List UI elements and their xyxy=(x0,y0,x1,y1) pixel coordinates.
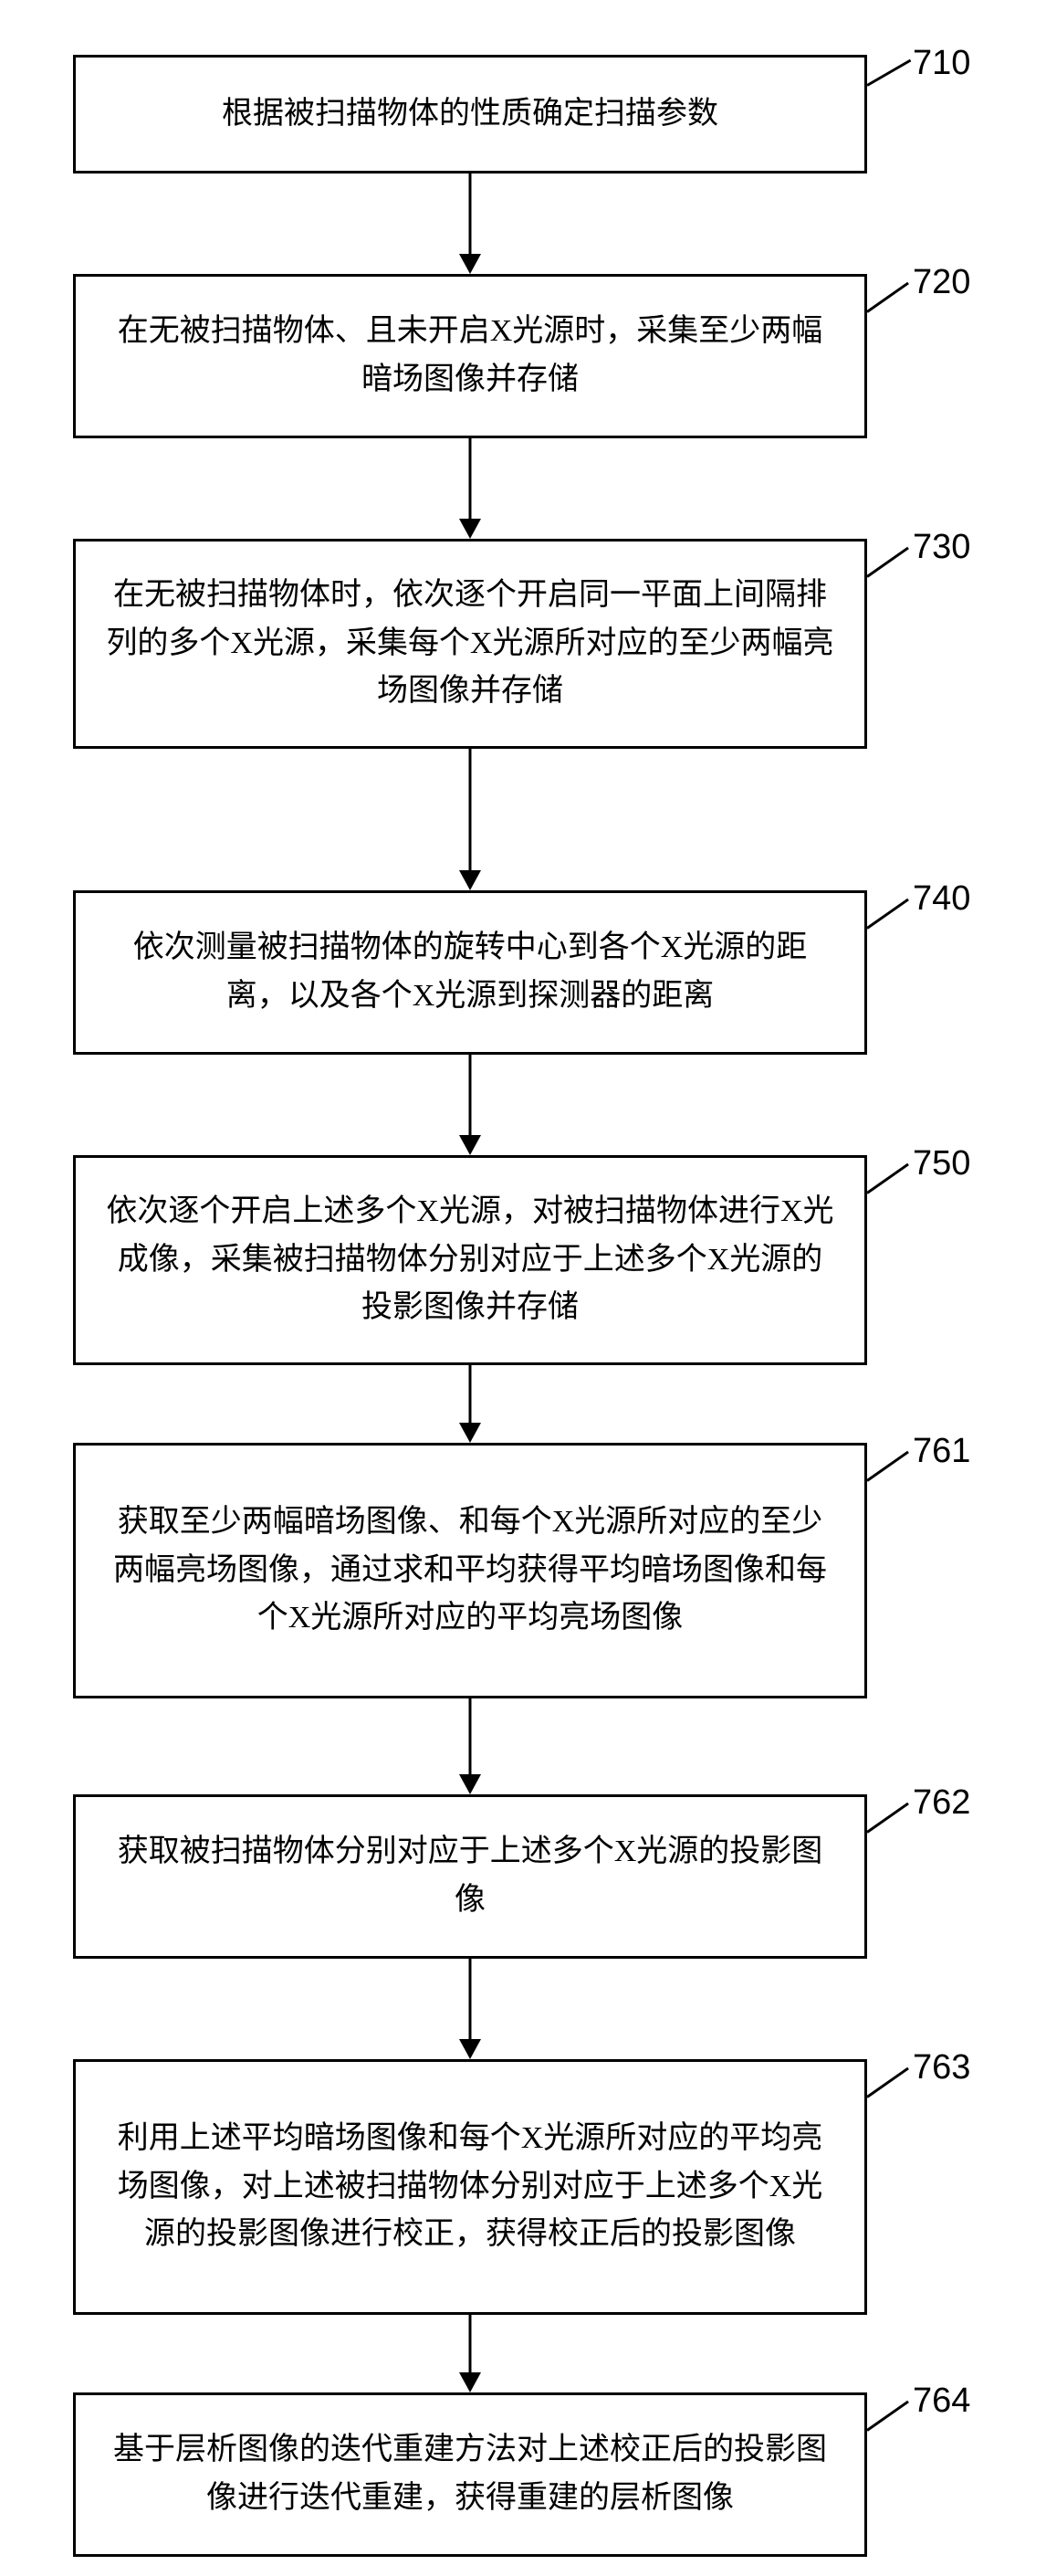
flow-node-762: 获取被扫描物体分别对应于上述多个X光源的投影图像 xyxy=(73,1794,867,1959)
flow-node-label-730: 730 xyxy=(913,528,970,567)
flow-node-label-763: 763 xyxy=(913,2048,970,2087)
arrow-head-icon xyxy=(459,2039,481,2059)
flow-node-710: 根据被扫描物体的性质确定扫描参数 xyxy=(73,55,867,173)
arrow-head-icon xyxy=(459,1135,481,1155)
flow-node-label-720: 720 xyxy=(913,263,970,302)
leader-line xyxy=(866,899,909,930)
arrow-line xyxy=(469,1365,472,1423)
flow-node-label-764: 764 xyxy=(913,2381,970,2421)
flow-node-text: 获取至少两幅暗场图像、和每个X光源所对应的至少两幅亮场图像，通过求和平均获得平均… xyxy=(103,1498,837,1643)
flow-node-761: 获取至少两幅暗场图像、和每个X光源所对应的至少两幅亮场图像，通过求和平均获得平均… xyxy=(73,1443,867,1698)
flow-node-box: 依次测量被扫描物体的旋转中心到各个X光源的距离，以及各个X光源到探测器的距离 xyxy=(73,890,867,1055)
flow-node-box: 依次逐个开启上述多个X光源，对被扫描物体进行X光成像，采集被扫描物体分别对应于上… xyxy=(73,1155,867,1365)
leader-line xyxy=(866,1803,909,1834)
arrow-head-icon xyxy=(459,254,481,274)
arrow-line xyxy=(469,2315,472,2372)
arrow-line xyxy=(469,749,472,870)
flow-node-text: 利用上述平均暗场图像和每个X光源所对应的平均亮场图像，对上述被扫描物体分别对应于… xyxy=(103,2115,837,2259)
flow-node-764: 基于层析图像的迭代重建方法对上述校正后的投影图像进行迭代重建，获得重建的层析图像 xyxy=(73,2392,867,2557)
arrow-head-icon xyxy=(459,519,481,539)
flow-node-text: 在无被扫描物体时，依次逐个开启同一平面上间隔排列的多个X光源，采集每个X光源所对… xyxy=(103,572,837,716)
flowchart-container: 根据被扫描物体的性质确定扫描参数 710 在无被扫描物体、且未开启X光源时，采集至少… xyxy=(0,0,1046,2576)
arrow-line xyxy=(469,173,472,254)
leader-line xyxy=(866,1163,909,1194)
arrow-head-icon xyxy=(459,1774,481,1794)
leader-line xyxy=(866,2401,909,2432)
flow-node-text: 依次逐个开启上述多个X光源，对被扫描物体进行X光成像，采集被扫描物体分别对应于上… xyxy=(103,1188,837,1332)
flow-node-box: 在无被扫描物体、且未开启X光源时，采集至少两幅暗场图像并存储 xyxy=(73,274,867,438)
flow-node-text: 基于层析图像的迭代重建方法对上述校正后的投影图像进行迭代重建，获得重建的层析图像 xyxy=(103,2426,837,2522)
flow-node-box: 利用上述平均暗场图像和每个X光源所对应的平均亮场图像，对上述被扫描物体分别对应于… xyxy=(73,2059,867,2315)
arrow-head-icon xyxy=(459,1423,481,1443)
flow-node-text: 根据被扫描物体的性质确定扫描参数 xyxy=(222,90,718,139)
flow-node-box: 获取至少两幅暗场图像、和每个X光源所对应的至少两幅亮场图像，通过求和平均获得平均… xyxy=(73,1443,867,1698)
flow-node-label-750: 750 xyxy=(913,1144,970,1183)
flow-node-label-710: 710 xyxy=(913,44,970,83)
flow-node-label-762: 762 xyxy=(913,1783,970,1823)
flow-node-740: 依次测量被扫描物体的旋转中心到各个X光源的距离，以及各个X光源到探测器的距离 xyxy=(73,890,867,1055)
leader-line xyxy=(866,282,909,313)
leader-line xyxy=(866,1451,909,1482)
flow-node-label-761: 761 xyxy=(913,1432,970,1471)
flow-node-750: 依次逐个开启上述多个X光源，对被扫描物体进行X光成像，采集被扫描物体分别对应于上… xyxy=(73,1155,867,1365)
flow-node-763: 利用上述平均暗场图像和每个X光源所对应的平均亮场图像，对上述被扫描物体分别对应于… xyxy=(73,2059,867,2315)
arrow-head-icon xyxy=(459,870,481,890)
flow-node-box: 在无被扫描物体时，依次逐个开启同一平面上间隔排列的多个X光源，采集每个X光源所对… xyxy=(73,539,867,749)
flow-node-box: 根据被扫描物体的性质确定扫描参数 xyxy=(73,55,867,173)
flow-node-box: 获取被扫描物体分别对应于上述多个X光源的投影图像 xyxy=(73,1794,867,1959)
arrow-line xyxy=(469,438,472,519)
flow-node-text: 在无被扫描物体、且未开启X光源时，采集至少两幅暗场图像并存储 xyxy=(103,308,837,404)
flow-node-box: 基于层析图像的迭代重建方法对上述校正后的投影图像进行迭代重建，获得重建的层析图像 xyxy=(73,2392,867,2557)
flow-node-730: 在无被扫描物体时，依次逐个开启同一平面上间隔排列的多个X光源，采集每个X光源所对… xyxy=(73,539,867,749)
arrow-head-icon xyxy=(459,2372,481,2392)
leader-line xyxy=(866,547,909,578)
flow-node-text: 依次测量被扫描物体的旋转中心到各个X光源的距离，以及各个X光源到探测器的距离 xyxy=(103,924,837,1020)
flow-node-720: 在无被扫描物体、且未开启X光源时，采集至少两幅暗场图像并存储 xyxy=(73,274,867,438)
flow-node-label-740: 740 xyxy=(913,879,970,919)
arrow-line xyxy=(469,1959,472,2039)
flow-node-text: 获取被扫描物体分别对应于上述多个X光源的投影图像 xyxy=(103,1828,837,1924)
arrow-line xyxy=(469,1698,472,1774)
leader-line xyxy=(866,59,911,87)
arrow-line xyxy=(469,1055,472,1135)
leader-line xyxy=(866,2067,909,2098)
